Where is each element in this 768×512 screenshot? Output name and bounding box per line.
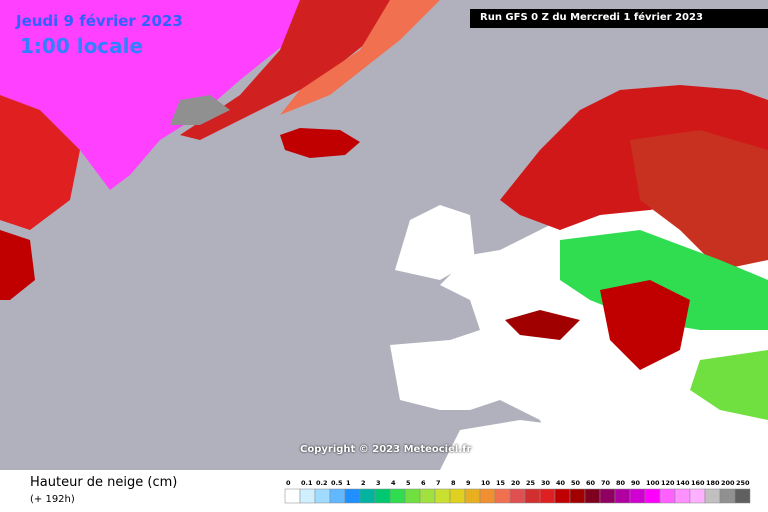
legend-swatch <box>599 488 616 504</box>
legend-label: 3 <box>376 479 381 487</box>
date: Jeudi 9 février 2023 <box>16 12 183 30</box>
legend-label: 80 <box>616 479 626 487</box>
legend-swatch <box>434 488 451 504</box>
legend-label: 0.1 <box>301 479 313 487</box>
legend-label: 70 <box>601 479 611 487</box>
legend-label: 25 <box>526 479 536 487</box>
iceland <box>280 128 360 158</box>
legend-label: 40 <box>556 479 566 487</box>
legend-label: 60 <box>586 479 596 487</box>
legend-swatch <box>539 488 556 504</box>
legend-swatch <box>344 488 361 504</box>
greenland-west <box>0 95 80 230</box>
run-box <box>470 9 768 28</box>
legend-swatch <box>659 488 676 504</box>
legend-swatch <box>464 488 481 504</box>
legend-label: 8 <box>451 479 456 487</box>
legend-label: 5 <box>406 479 411 487</box>
legend-label: 2 <box>361 479 366 487</box>
legend-swatch <box>674 488 691 504</box>
carpathians <box>600 280 690 370</box>
legend-label: 20 <box>511 479 521 487</box>
turkey <box>690 350 768 420</box>
legend-swatch <box>509 488 526 504</box>
time: 1:00 locale <box>20 34 144 58</box>
legend-label: 180 <box>706 479 720 487</box>
legend-swatch <box>704 488 721 504</box>
legend-label: 100 <box>646 479 660 487</box>
legend-swatch <box>329 488 346 504</box>
alps <box>505 310 580 340</box>
legend-swatch <box>629 488 646 504</box>
legend-label: 10 <box>481 479 491 487</box>
legend-swatch <box>524 488 541 504</box>
legend-swatch <box>719 488 736 504</box>
legend-swatch <box>614 488 631 504</box>
russia <box>630 130 768 270</box>
legend-swatch <box>359 488 376 504</box>
legend-label: 120 <box>661 479 675 487</box>
copyright: Copyright © 2023 Meteociel.fr <box>300 444 472 455</box>
legend-label: 0 <box>286 479 291 487</box>
british-isles <box>395 205 475 280</box>
legend-label: 9 <box>466 479 471 487</box>
legend-swatch <box>314 488 331 504</box>
legend-label: 30 <box>541 479 551 487</box>
legend-label: 250 <box>736 479 750 487</box>
legend-label: 7 <box>436 479 441 487</box>
legend-label: 15 <box>496 479 506 487</box>
legend-label: 4 <box>391 479 396 487</box>
legend-swatch <box>389 488 406 504</box>
legend-label: 6 <box>421 479 426 487</box>
legend-label: 140 <box>676 479 690 487</box>
legend-label: 0.5 <box>331 479 343 487</box>
legend-title: Hauteur de neige (cm) <box>30 475 178 490</box>
greenland-ice <box>170 95 230 125</box>
legend-swatch <box>299 488 316 504</box>
legend-swatch <box>494 488 511 504</box>
legend-swatch <box>284 488 301 504</box>
legend-swatch <box>689 488 706 504</box>
canada <box>0 230 35 300</box>
greenland <box>0 0 300 190</box>
legend-swatch <box>584 488 601 504</box>
legend-subtitle: (+ 192h) <box>30 494 75 505</box>
legend-swatch <box>404 488 421 504</box>
legend-label: 50 <box>571 479 581 487</box>
legend-swatch <box>449 488 466 504</box>
legend-label: 200 <box>721 479 735 487</box>
greenland-coast <box>180 0 390 140</box>
legend-swatch <box>374 488 391 504</box>
legend-swatch <box>554 488 571 504</box>
legend-swatch <box>734 488 751 504</box>
legend-swatch <box>479 488 496 504</box>
legend-label: 1 <box>346 479 351 487</box>
legend-label: 90 <box>631 479 641 487</box>
legend-swatch <box>569 488 586 504</box>
legend-label: 160 <box>691 479 705 487</box>
legend-swatch <box>419 488 436 504</box>
greenland-coast <box>280 0 440 115</box>
legend-label: 0.2 <box>316 479 328 487</box>
legend-swatch <box>644 488 661 504</box>
north-africa <box>440 420 768 470</box>
run-info: Run GFS 0 Z du Mercredi 1 février 2023 <box>480 12 703 23</box>
